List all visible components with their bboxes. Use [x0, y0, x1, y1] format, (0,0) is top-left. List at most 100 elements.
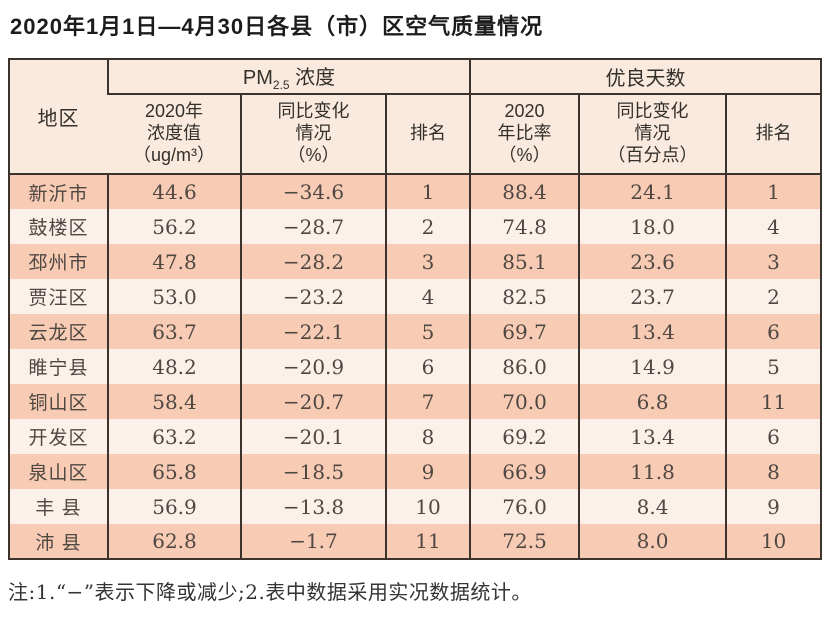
table-header: 地区 PM2.5 浓度 优良天数 2020年 浓度值 （ug/m³） 同比变化 …	[9, 59, 822, 175]
region-cell: 开发区	[28, 428, 89, 449]
value-cell: 11	[384, 524, 471, 559]
value-cell: 6	[384, 349, 471, 384]
value-cell: 2	[725, 279, 822, 314]
value-cell: 58.4	[107, 384, 241, 419]
good-days-change-header: 同比变化 情况 （百分点）	[578, 94, 727, 175]
value-cell: 65.8	[107, 454, 241, 489]
good-days-rate-header: 2020 年比率 （%）	[469, 94, 580, 175]
value-cell: 8.4	[578, 489, 727, 524]
value-cell: 56.9	[107, 489, 241, 524]
value-cell: 24.1	[578, 174, 727, 209]
region-column-header: 地区	[9, 59, 108, 175]
value-cell: 13.4	[578, 314, 727, 349]
value-cell: 10	[384, 489, 471, 524]
value-cell: −20.9	[240, 349, 386, 384]
value-cell: 62.8	[107, 524, 241, 559]
value-cell: 5	[725, 349, 822, 384]
value-cell: −20.1	[240, 419, 386, 454]
value-cell: 23.7	[578, 279, 727, 314]
value-cell: −34.6	[240, 174, 386, 209]
pm25-label-suffix: 浓度	[289, 67, 336, 89]
value-cell: −20.7	[240, 384, 386, 419]
region-cell: 丰 县	[35, 498, 82, 519]
value-cell: 2	[384, 209, 471, 244]
value-cell: 63.2	[107, 419, 241, 454]
good-days-group-header: 优良天数	[469, 59, 822, 95]
table-row: 新沂市 44.6 −34.6 1 88.4 24.1 1	[9, 174, 822, 209]
value-cell: −28.7	[240, 209, 386, 244]
value-cell: 8	[725, 454, 822, 489]
table-row: 开发区 63.2 −20.1 8 69.2 13.4 6	[9, 419, 822, 454]
pm25-value-header: 2020年 浓度值 （ug/m³）	[108, 94, 241, 175]
value-cell: −22.1	[240, 314, 386, 349]
value-cell: −23.2	[240, 279, 386, 314]
value-cell: 48.2	[107, 349, 241, 384]
pm25-rank-header: 排名	[384, 94, 471, 175]
pm25-label-subscript: 2.5	[272, 78, 290, 92]
value-cell: −28.2	[240, 244, 386, 279]
value-cell: 74.8	[469, 209, 580, 244]
footnote: 注:1.“−”表示下降或减少;2.表中数据采用实况数据统计。	[8, 580, 532, 604]
region-cell: 沛 县	[35, 532, 82, 554]
region-cell: 新沂市	[28, 183, 89, 205]
table-row: 邳州市 47.8 −28.2 3 85.1 23.6 3	[9, 244, 822, 279]
region-cell: 鼓楼区	[28, 218, 89, 239]
value-cell: 72.5	[469, 524, 580, 559]
value-cell: 10	[725, 524, 822, 559]
region-cell: 邳州市	[28, 253, 89, 274]
value-cell: 82.5	[469, 279, 580, 314]
region-cell: 泉山区	[28, 463, 89, 484]
region-cell: 铜山区	[28, 393, 89, 414]
value-cell: 53.0	[107, 279, 241, 314]
value-cell: −1.7	[240, 524, 386, 559]
pm25-label-prefix: PM	[242, 67, 273, 89]
value-cell: 69.7	[469, 314, 580, 349]
good-days-rank-header: 排名	[725, 94, 822, 175]
value-cell: 85.1	[469, 244, 580, 279]
value-cell: 63.7	[107, 314, 241, 349]
value-cell: 13.4	[578, 419, 727, 454]
value-cell: 7	[384, 384, 471, 419]
value-cell: 76.0	[469, 489, 580, 524]
pm25-change-header: 同比变化 情况 （%）	[240, 94, 386, 175]
value-cell: 6	[725, 419, 822, 454]
value-cell: 23.6	[578, 244, 727, 279]
table-row: 云龙区 63.7 −22.1 5 69.7 13.4 6	[9, 314, 822, 349]
group-header-row: 地区 PM2.5 浓度 优良天数	[9, 59, 822, 175]
value-cell: 6	[725, 314, 822, 349]
value-cell: 66.9	[469, 454, 580, 489]
value-cell: 14.9	[578, 349, 727, 384]
value-cell: 1	[725, 174, 822, 209]
value-cell: −13.8	[240, 489, 386, 524]
value-cell: 86.0	[469, 349, 580, 384]
table-row: 贾汪区 53.0 −23.2 4 82.5 23.7 2	[9, 279, 822, 314]
value-cell: 47.8	[107, 244, 241, 279]
value-cell: 56.2	[107, 209, 241, 244]
page-title: 2020年1月1日—4月30日各县（市）区空气质量情况	[10, 14, 544, 39]
value-cell: 1	[384, 174, 471, 209]
value-cell: 11	[725, 384, 822, 419]
air-quality-table: 地区 PM2.5 浓度 优良天数 2020年 浓度值 （ug/m³） 同比变化 …	[8, 58, 823, 560]
value-cell: 8	[384, 419, 471, 454]
value-cell: −18.5	[240, 454, 386, 489]
table-row: 睢宁县 48.2 −20.9 6 86.0 14.9 5	[9, 349, 822, 384]
table-row: 铜山区 58.4 −20.7 7 70.0 6.8 11	[9, 384, 822, 419]
region-cell: 云龙区	[28, 323, 89, 344]
table-row: 鼓楼区 56.2 −28.7 2 74.8 18.0 4	[9, 209, 822, 244]
table-row: 泉山区 65.8 −18.5 9 66.9 11.8 8	[9, 454, 822, 489]
value-cell: 8.0	[578, 524, 727, 559]
pm25-group-header: PM2.5 浓度	[106, 59, 471, 95]
value-cell: 70.0	[469, 384, 580, 419]
value-cell: 5	[384, 314, 471, 349]
value-cell: 6.8	[578, 384, 727, 419]
region-cell: 睢宁县	[28, 358, 89, 379]
value-cell: 4	[384, 279, 471, 314]
table-body: 新沂市 44.6 −34.6 1 88.4 24.1 1 鼓楼区 56.2 −28.7 2 74.8 1…	[9, 174, 822, 559]
table-row: 沛 县 62.8 −1.7 11 72.5 8.0 10	[9, 524, 822, 559]
sub-header-row: 2020年 浓度值 （ug/m³） 同比变化 情况 （%） 排名 2020 年比…	[9, 94, 822, 175]
table-row: 丰 县 56.9 −13.8 10 76.0 8.4 9	[9, 489, 822, 524]
value-cell: 9	[725, 489, 822, 524]
value-cell: 3	[384, 244, 471, 279]
value-cell: 9	[384, 454, 471, 489]
